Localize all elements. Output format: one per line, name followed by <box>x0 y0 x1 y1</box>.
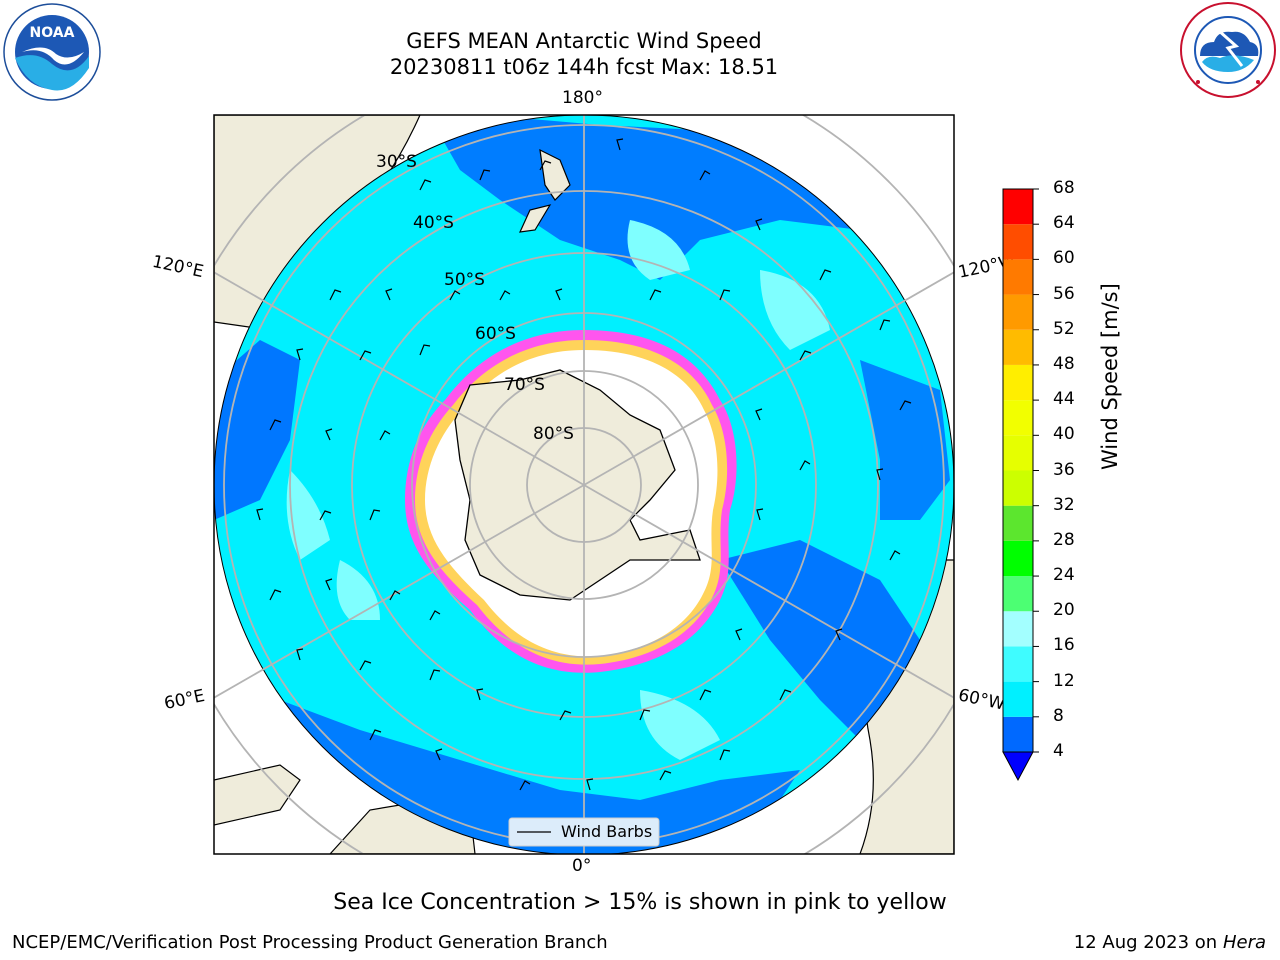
colorbar-tick-label: 60 <box>1053 248 1075 269</box>
colorbar-bin <box>1003 400 1033 436</box>
colorbar-tick-label: 68 <box>1053 178 1075 198</box>
colorbar-ticks <box>1033 188 1039 753</box>
longitude-label-top: 180° <box>562 88 603 108</box>
africa-land <box>214 764 301 826</box>
colorbar-tick-label: 56 <box>1053 283 1075 304</box>
footer-organization: NCEP/EMC/Verification Post Processing Pr… <box>12 932 608 953</box>
colorbar-tick-label: 24 <box>1053 565 1075 586</box>
colorbar-bin <box>1003 224 1033 260</box>
footer-date: 12 Aug 2023 on Hera <box>1074 932 1266 953</box>
latitude-label-50s: 50°S <box>444 270 485 290</box>
map-title: GEFS MEAN Antarctic Wind Speed <box>406 29 762 53</box>
colorbar-tick-label: 40 <box>1053 424 1075 445</box>
colorbar-tick-label: 32 <box>1053 494 1075 515</box>
colorbar-tick-label: 52 <box>1053 318 1075 339</box>
colorbar-tick-label: 8 <box>1053 705 1064 726</box>
colorbar-bin <box>1003 540 1033 577</box>
colorbar-bin <box>1003 576 1033 612</box>
colorbar-tick-label: 20 <box>1053 600 1075 621</box>
legend-box <box>508 817 660 847</box>
noaa-logo-text: NOAA <box>30 25 75 41</box>
colorbar-bin <box>1003 294 1033 330</box>
colorbar-bin <box>1003 611 1033 647</box>
latitude-label-60s: 60°S <box>475 324 516 344</box>
colorbar-tick-label: 12 <box>1053 670 1075 691</box>
colorbar-bin <box>1003 259 1033 295</box>
latitude-label-30s: 30°S <box>376 152 417 172</box>
colorbar-bin <box>1003 189 1033 225</box>
wind-region-indian <box>214 340 300 520</box>
colorbar-under-triangle <box>1002 751 1034 782</box>
sea-ice-caption: Sea Ice Concentration > 15% is shown in … <box>333 890 947 915</box>
latitude-label-40s: 40°S <box>413 213 454 233</box>
wind-barbs <box>256 138 912 791</box>
latitude-label-80s: 80°S <box>533 424 574 444</box>
colorbar-bin <box>1003 681 1033 717</box>
antarctica-land <box>454 369 701 601</box>
colorbar-tick-label: 64 <box>1053 213 1075 234</box>
footer-machine: Hera <box>1222 932 1266 953</box>
map-subtitle: 20230811 t06z 144h fcst Max: 18.51 <box>389 55 779 79</box>
footer-date-text: 12 Aug 2023 on <box>1073 932 1218 953</box>
colorbar-bin <box>1003 505 1033 541</box>
colorbar-bin <box>1003 435 1033 471</box>
colorbar-bin <box>1003 716 1033 752</box>
colorbar <box>1002 188 1039 782</box>
colorbar-tick-label: 44 <box>1053 389 1075 410</box>
colorbar-tick-label: 36 <box>1053 459 1075 480</box>
noaa-logo: NOAA <box>3 3 101 101</box>
colorbar-tick-label: 16 <box>1053 635 1075 656</box>
wind-region-east <box>860 360 950 520</box>
colorbar-bin <box>1003 470 1033 506</box>
colorbar-bin <box>1003 364 1033 401</box>
colorbar-tick-label: 4 <box>1053 741 1064 761</box>
colorbar-tick-label: 28 <box>1053 529 1075 550</box>
latitude-label-70s: 70°S <box>504 375 545 395</box>
wind-region-southatlantic <box>720 540 930 760</box>
nws-logo <box>1180 2 1276 98</box>
colorbar-label: Wind Speed [m/s] <box>1098 283 1122 470</box>
legend-label: Wind Barbs <box>561 822 653 841</box>
colorbar-bin <box>1003 329 1033 365</box>
colorbar-tick-label: 48 <box>1053 353 1075 374</box>
colorbar-bin <box>1003 646 1033 682</box>
longitude-label-bottom: 0° <box>572 856 592 876</box>
colorbar-bins <box>1003 189 1033 752</box>
